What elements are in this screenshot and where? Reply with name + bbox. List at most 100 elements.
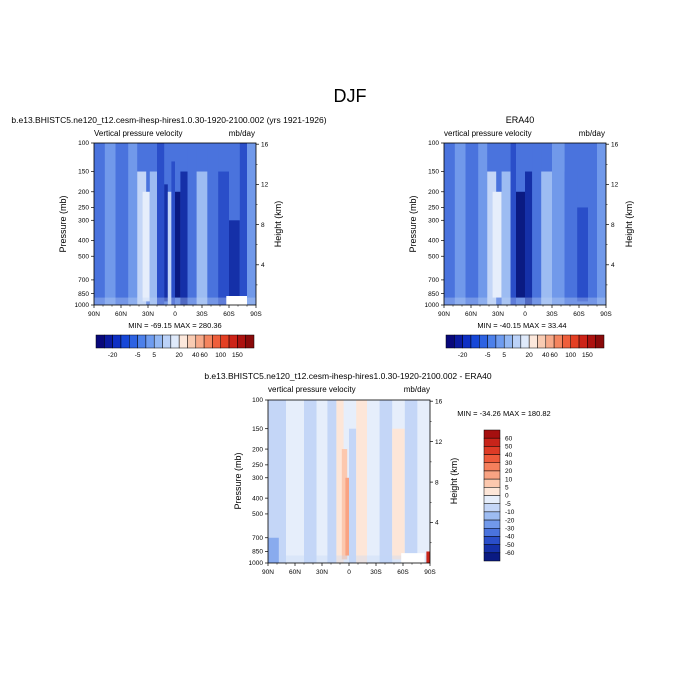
colorbar-box: [129, 334, 138, 349]
y-right-tick-label: 4: [435, 520, 439, 527]
panel-era40-ylabel-right: Height (km): [624, 201, 634, 248]
colorbar-label: 40: [542, 352, 550, 359]
y-tick-label: 700: [428, 277, 439, 284]
contour-band: [149, 171, 157, 305]
colorbar-box: [562, 334, 571, 349]
contour-band: [541, 171, 552, 305]
contour-band: [207, 143, 219, 305]
colorbar-label: 60: [505, 435, 513, 442]
contour-band: [180, 171, 188, 305]
colorbar-box: [503, 334, 513, 349]
y-right-tick-label: 4: [261, 262, 265, 269]
y-tick-label: 250: [428, 205, 439, 212]
panel-era40-subtitle-right: mb/day: [579, 129, 605, 138]
colorbar-label: 5: [502, 352, 506, 359]
panel-diff-ylabel: Pressure (mb): [233, 452, 243, 509]
colorbar-label: -5: [505, 501, 511, 508]
colorbar-box: [483, 454, 501, 463]
contour-band: [577, 207, 588, 302]
colorbar-box: [528, 334, 538, 349]
colorbar-label: 40: [505, 452, 513, 459]
y-right-tick-label: 4: [611, 262, 615, 269]
colorbar-box: [220, 334, 230, 349]
x-tick-label: 30S: [196, 311, 208, 318]
y-tick-label: 700: [78, 277, 89, 284]
panel-era40-ylabel: Pressure (mb): [408, 195, 418, 252]
contour-band: [552, 143, 565, 305]
contour-band: [128, 143, 138, 305]
colorbar-label: 150: [232, 352, 243, 359]
field-shading: [94, 143, 256, 305]
colorbar-box: [520, 334, 530, 349]
contour-band: [247, 143, 256, 305]
y-tick-label: 300: [252, 475, 263, 482]
y-tick-label: 500: [252, 511, 263, 518]
panel-difference: b.e13.BHISTC5.ne120_t12.cesm-ihesp-hires…: [204, 371, 550, 576]
x-tick-label: 60N: [465, 311, 477, 318]
contour-band: [167, 191, 172, 305]
contour-band: [218, 171, 229, 305]
panel-model-subtitle-left: Vertical pressure velocity: [94, 129, 182, 138]
colorbar-box: [483, 429, 501, 439]
x-tick-label: 30S: [370, 569, 382, 576]
y-tick-label: 200: [78, 189, 89, 196]
colorbar-box: [537, 334, 547, 349]
contour-band: [597, 143, 606, 305]
panel-diff-subtitle-right: mb/day: [404, 385, 430, 394]
y-tick-label: 150: [428, 169, 439, 176]
colorbar-box: [483, 478, 501, 488]
y-tick-label: 300: [428, 217, 439, 224]
y-right-tick-label: 8: [611, 222, 615, 229]
colorbar-box: [445, 334, 455, 349]
contour-band: [349, 428, 357, 563]
colorbar-box: [495, 334, 505, 349]
x-tick-label: 0: [523, 311, 527, 318]
contour-band: [501, 171, 511, 305]
colorbar-label: 20: [526, 352, 534, 359]
y-right-tick-label: 12: [261, 182, 269, 189]
contour-band: [367, 400, 380, 563]
colorbar-box: [483, 528, 501, 537]
colorbar-box: [120, 334, 130, 349]
x-tick-label: 30N: [316, 569, 328, 576]
colorbar-box: [483, 511, 501, 521]
x-tick-label: 0: [173, 311, 177, 318]
y-tick-label: 850: [428, 291, 439, 298]
colorbar-box: [212, 334, 221, 349]
field-shading: [268, 400, 430, 563]
y-tick-label: 400: [78, 238, 89, 245]
y-right-tick-label: 12: [435, 439, 443, 446]
colorbar-box: [203, 334, 213, 349]
contour-band: [115, 143, 129, 305]
x-tick-label: 90N: [262, 569, 274, 576]
y-right-tick-label: 12: [611, 182, 619, 189]
colorbar-box: [483, 462, 501, 472]
contour-band: [104, 143, 116, 305]
contour-band: [564, 171, 578, 305]
contour-band: [525, 171, 533, 305]
colorbar-box: [483, 536, 501, 545]
contour-band: [137, 171, 147, 305]
y-tick-label: 250: [78, 205, 89, 212]
y-tick-label: 200: [252, 446, 263, 453]
colorbar-box: [245, 334, 255, 349]
y-right-tick-label: 16: [611, 141, 619, 148]
panel-model-ylabel: Pressure (mb): [58, 195, 68, 252]
colorbar-box: [483, 552, 501, 562]
colorbar-box: [104, 334, 113, 349]
colorbar-label: -60: [505, 550, 515, 557]
y-right-tick-label: 16: [261, 141, 269, 148]
colorbar-label: -20: [458, 352, 468, 359]
y-tick-label: 850: [78, 291, 89, 298]
contour-band: [510, 143, 516, 305]
contour-band: [196, 171, 208, 305]
contour-band: [187, 143, 197, 305]
colorbar-label: 100: [215, 352, 226, 359]
colorbar-label: 5: [152, 352, 156, 359]
y-tick-label: 100: [78, 140, 89, 147]
y-right-tick-label: 16: [435, 398, 443, 405]
x-tick-label: 30N: [492, 311, 504, 318]
x-tick-label: 90S: [600, 311, 612, 318]
colorbar-box: [483, 446, 501, 455]
colorbar-box: [483, 437, 501, 447]
